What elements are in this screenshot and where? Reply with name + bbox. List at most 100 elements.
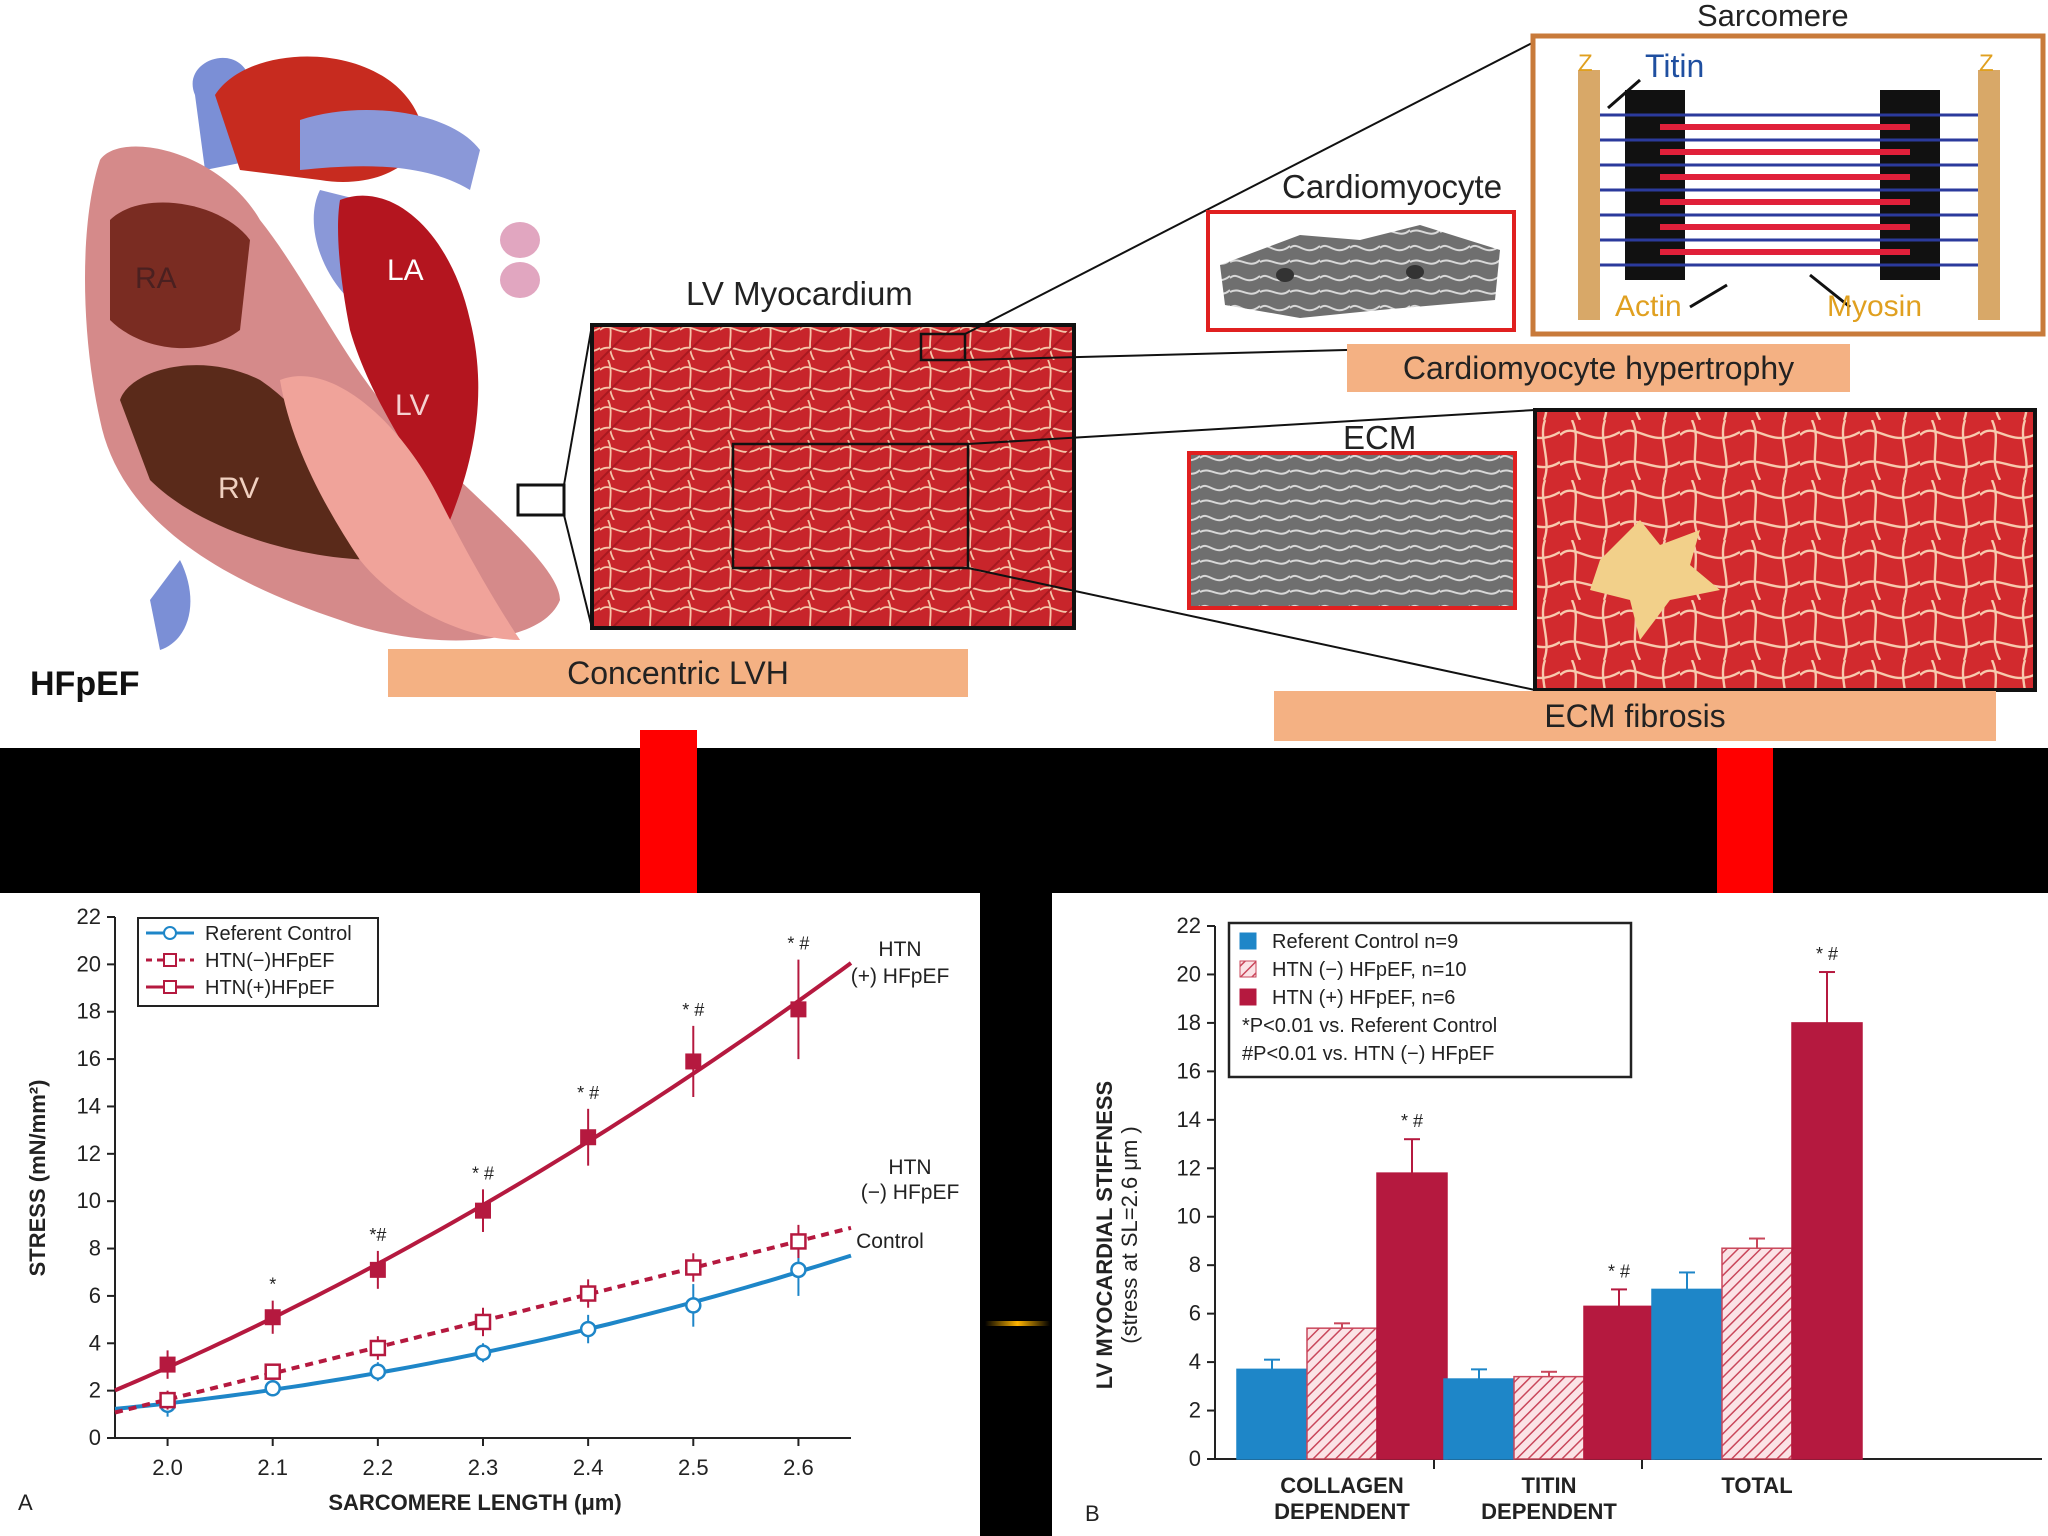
category-label: COLLAGEN xyxy=(1280,1473,1403,1498)
z-label-left: Z xyxy=(1578,50,1593,77)
y-tick-label: 16 xyxy=(77,1046,101,1071)
bar xyxy=(1236,1368,1308,1460)
la-label: LA xyxy=(387,254,424,287)
y-tick-label: 4 xyxy=(89,1330,101,1355)
sarcomere-title: Sarcomere xyxy=(1697,0,1849,33)
panel-letter-b: B xyxy=(1085,1501,1100,1526)
y-tick-label: 2 xyxy=(89,1378,101,1403)
chart-a-panel: 0 2 4 6 8 10 12 14 16 18 20 22 2.0 2.1 2.2 2.3 2.4 2.5 2.6… xyxy=(0,893,980,1536)
heart-illustration xyxy=(85,56,566,650)
legend-label-b: #P<0.01 vs. HTN (−) HFpEF xyxy=(1242,1043,1494,1065)
lv-myocardium-image xyxy=(590,323,1076,630)
bar xyxy=(1443,1378,1515,1460)
significance-marker: *# xyxy=(369,1225,386,1245)
actin-label: Actin xyxy=(1615,290,1682,323)
x-axis-title: SARCOMERE LENGTH (μm) xyxy=(328,1490,621,1515)
y-tick-label-b: 22 xyxy=(1177,913,1201,938)
data-point-htn-minus xyxy=(264,1363,281,1380)
y-tick-label-b: 4 xyxy=(1189,1349,1201,1374)
category-label: TOTAL xyxy=(1721,1473,1792,1498)
ra-label: RA xyxy=(135,262,177,295)
y-axis-title-b: LV MYOCARDIAL STIFFNESS xyxy=(1092,1081,1117,1389)
data-point-htn-plus xyxy=(159,1356,176,1373)
ecm-fibrosis-label: ECM fibrosis xyxy=(1274,691,1996,741)
y-tick-label-b: 2 xyxy=(1189,1398,1201,1423)
y-tick-label: 8 xyxy=(89,1236,101,1261)
x-tick-label: 2.2 xyxy=(363,1455,394,1480)
hfpef-illustration-panel: RA LA LV RV HFpEF LV Myocardium Concentr… xyxy=(0,0,2048,748)
legend-label-b: HTN (+) HFpEF, n=6 xyxy=(1272,987,1455,1009)
legend-label: Referent Control xyxy=(205,923,352,945)
legend-marker xyxy=(163,980,177,994)
y-tick-label: 12 xyxy=(77,1141,101,1166)
y-tick-label: 10 xyxy=(77,1188,101,1213)
x-tick-label: 2.4 xyxy=(573,1455,604,1480)
data-point-htn-plus xyxy=(790,1001,807,1018)
legend-swatch-b xyxy=(1239,960,1257,978)
data-point-control xyxy=(474,1344,492,1361)
significance-marker: * # xyxy=(472,1163,494,1183)
y-tick-label: 20 xyxy=(77,951,101,976)
legend-label-b: Referent Control n=9 xyxy=(1272,931,1458,953)
y-tick-label-b: 12 xyxy=(1177,1155,1201,1180)
y-tick-label-b: 0 xyxy=(1189,1446,1201,1471)
legend-swatch-b xyxy=(1239,932,1257,950)
gold-glow-divider xyxy=(985,1321,1050,1326)
significance-marker-b: * # xyxy=(1816,944,1838,964)
y-tick-label: 6 xyxy=(89,1283,101,1308)
rv-label: RV xyxy=(218,472,260,505)
y-tick-label: 18 xyxy=(77,999,101,1024)
myosin-label: Myosin xyxy=(1827,290,1923,323)
bar xyxy=(1376,1172,1448,1460)
x-tick-label: 2.0 xyxy=(152,1455,183,1480)
legend-box-b xyxy=(1227,921,1633,1079)
y-tick-label-b: 10 xyxy=(1177,1204,1201,1229)
heart-zoom-box xyxy=(516,483,566,517)
significance-marker: * # xyxy=(682,1000,704,1020)
x-tick-label: 2.3 xyxy=(468,1455,499,1480)
stress-length-chart: 0 2 4 6 8 10 12 14 16 18 20 22 2.0 2.1 2.2 2.3 2.4 2.5 2.6… xyxy=(18,904,960,1515)
y-tick-label-b: 8 xyxy=(1189,1252,1201,1277)
y-tick-label: 0 xyxy=(89,1425,101,1450)
data-point-htn-plus xyxy=(685,1053,702,1070)
data-point-control xyxy=(369,1363,387,1380)
y-tick-label-b: 14 xyxy=(1177,1107,1201,1132)
y-tick-label-b: 18 xyxy=(1177,1010,1201,1035)
ecm-em-image xyxy=(1187,451,1517,610)
data-point-htn-minus xyxy=(159,1391,176,1409)
legend-swatch-b xyxy=(1239,988,1257,1006)
bar xyxy=(1306,1327,1378,1460)
x-tick-label: 2.6 xyxy=(783,1455,814,1480)
bar xyxy=(1721,1247,1793,1460)
legend-marker xyxy=(163,953,177,967)
bar xyxy=(1791,1022,1863,1460)
y-axis-subtitle-b: (stress at SL=2.6 μm ) xyxy=(1117,1126,1142,1343)
legend-label: HTN(+)HFpEF xyxy=(205,977,334,999)
significance-marker: * # xyxy=(577,1083,599,1103)
y-tick-label-b: 20 xyxy=(1177,961,1201,986)
category-label: DEPENDENT xyxy=(1274,1499,1410,1524)
bar xyxy=(1583,1305,1655,1460)
curve-label-htn-minus-2: (−) HFpEF xyxy=(861,1181,960,1204)
legend-label-b: *P<0.01 vs. Referent Control xyxy=(1242,1015,1497,1037)
hfpef-title: HFpEF xyxy=(30,665,140,703)
ecm-zoom-box xyxy=(731,442,970,570)
cardiomyocyte-hypertrophy-label: Cardiomyocyte hypertrophy xyxy=(1347,344,1850,392)
curve-label-htn-plus-1: HTN xyxy=(878,938,921,961)
illustration-svg xyxy=(85,33,2046,692)
category-label: TITIN xyxy=(1522,1473,1577,1498)
concentric-lvh-label: Concentric LVH xyxy=(388,649,968,697)
data-point-control xyxy=(579,1320,597,1338)
curve-label-htn-minus-1: HTN xyxy=(888,1156,931,1179)
data-point-htn-plus xyxy=(369,1261,386,1278)
y-tick-label-b: 16 xyxy=(1177,1058,1201,1083)
legend-label: HTN(−)HFpEF xyxy=(205,950,334,972)
cardiomyocyte-zoom-box xyxy=(919,332,967,362)
significance-marker: * # xyxy=(787,934,809,954)
y-tick-label: 14 xyxy=(77,1093,101,1118)
z-label-right: Z xyxy=(1979,50,1994,77)
sarcomere-diagram xyxy=(1530,33,2046,337)
y-tick-label-b: 6 xyxy=(1189,1301,1201,1326)
significance-marker-b: * # xyxy=(1608,1261,1630,1281)
x-tick-label: 2.5 xyxy=(678,1455,709,1480)
